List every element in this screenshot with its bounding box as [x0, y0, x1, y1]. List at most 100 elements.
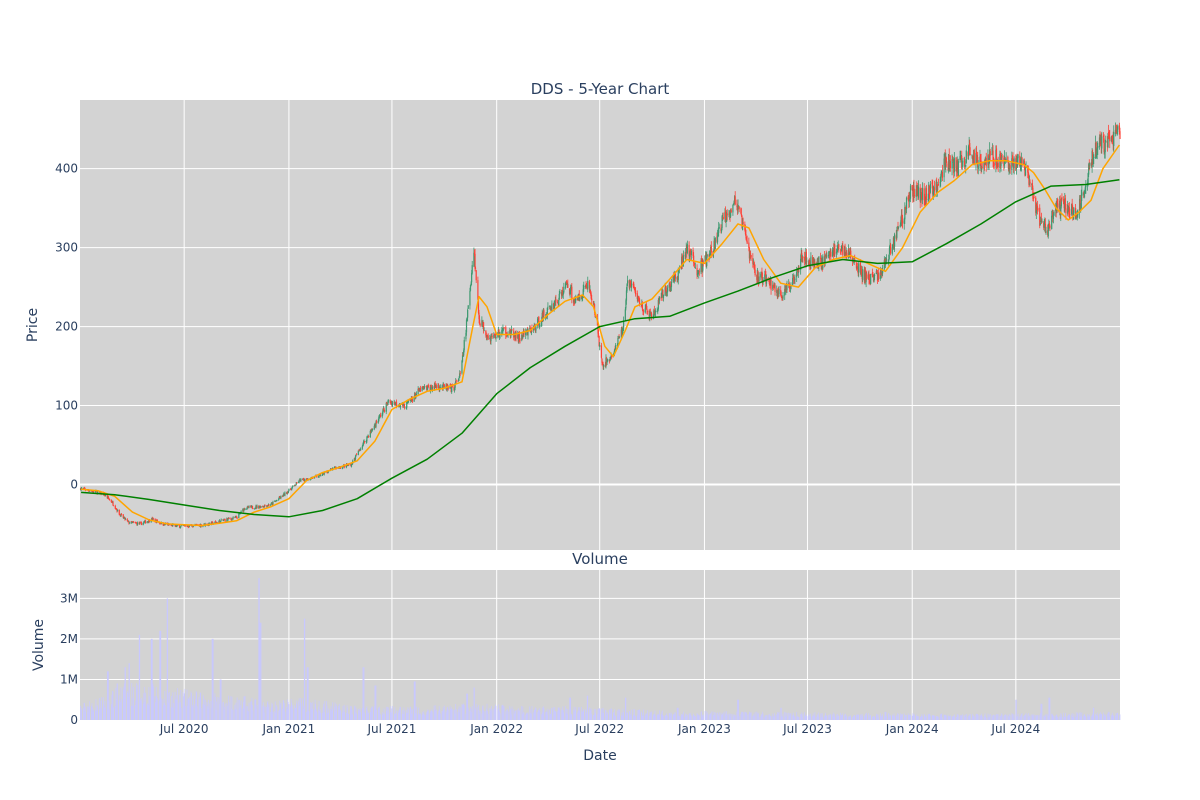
candle-body [357, 450, 359, 455]
volume-bar [691, 715, 692, 720]
candle-body [319, 473, 321, 476]
volume-bar [929, 714, 931, 720]
candle-body [623, 320, 625, 328]
volume-bar [196, 692, 198, 720]
volume-bar [101, 697, 102, 720]
volume-bar [184, 688, 186, 720]
volume-bar [254, 699, 256, 720]
volume-bar [685, 714, 687, 720]
volume-bar [121, 699, 122, 720]
candle-body [805, 251, 807, 263]
volume-bar [896, 715, 898, 720]
volume-bar [907, 713, 909, 720]
volume-bar [912, 713, 914, 720]
volume-bar [477, 707, 479, 720]
candle-body [515, 331, 517, 339]
volume-bar [598, 708, 599, 720]
candle-body [615, 345, 617, 350]
volume-bar [1040, 703, 1042, 720]
candle-body [298, 480, 300, 483]
volume-bar [482, 705, 484, 720]
candle-body [214, 521, 217, 523]
candle-body [350, 463, 353, 467]
candle-body [601, 358, 603, 363]
candle-body [835, 251, 838, 254]
volume-bar [521, 705, 523, 720]
volume-bar [339, 703, 340, 720]
candle-body [511, 329, 513, 331]
candle-body [134, 522, 136, 524]
volume-bar [768, 714, 770, 720]
volume-bar [561, 709, 563, 720]
candle-body [933, 187, 936, 192]
candle-body [264, 505, 266, 506]
candle-body [858, 263, 860, 273]
candle-body [613, 352, 615, 354]
candle-body [682, 255, 684, 266]
candle-body [1076, 215, 1078, 217]
volume-bar [525, 714, 527, 720]
volume-bar [853, 715, 855, 720]
volume-bar [644, 715, 646, 720]
volume-bar [173, 703, 174, 720]
candle-body [750, 254, 752, 258]
volume-bar [813, 716, 815, 720]
candle-body [364, 440, 366, 443]
candle-body [361, 446, 363, 449]
candle-body [292, 485, 294, 487]
volume-bar [1024, 715, 1025, 720]
candle-body [519, 339, 521, 341]
volume-bar [397, 710, 399, 720]
volume-bar [891, 714, 893, 720]
volume-bar [876, 713, 877, 720]
volume-bar [474, 709, 476, 720]
candle-body [757, 270, 759, 282]
volume-bar [619, 709, 620, 720]
volume-bar [338, 705, 339, 720]
volume-bar [881, 716, 883, 720]
volume-bar [697, 714, 698, 720]
volume-bar [433, 705, 435, 720]
candle-body [967, 146, 970, 157]
volume-bar [1073, 713, 1075, 720]
candle-body [884, 257, 887, 265]
volume-bar [195, 699, 196, 720]
volume-bar [648, 715, 650, 720]
volume-bar [115, 687, 117, 720]
candle-body [475, 268, 477, 270]
volume-bar [749, 711, 750, 720]
volume-bar [882, 714, 883, 720]
volume-bar [1061, 714, 1062, 720]
volume-bar [227, 710, 229, 720]
volume-bar [111, 694, 113, 720]
volume-bar [1095, 713, 1096, 720]
volume-bar [191, 706, 193, 720]
candle-body [969, 142, 971, 156]
volume-bar [310, 702, 311, 720]
volume-bar [705, 711, 707, 720]
volume-bar [332, 702, 334, 720]
volume-bar [972, 713, 973, 720]
volume-bar [750, 712, 752, 720]
volume-bar [216, 701, 217, 720]
volume-bar [639, 709, 640, 720]
volume-bar [969, 714, 971, 720]
volume-bar [402, 714, 404, 720]
volume-bar [693, 713, 694, 720]
candle-body [541, 320, 543, 327]
candle-body [975, 151, 978, 163]
volume-bar [1088, 715, 1090, 720]
volume-bar [234, 704, 236, 720]
volume-bar [266, 706, 268, 720]
volume-bar [318, 706, 319, 720]
date-axis-title: Date [583, 748, 616, 764]
volume-bar [223, 709, 225, 720]
volume-bar [126, 691, 128, 720]
volume-bar [732, 713, 734, 720]
candle-body [1113, 132, 1115, 147]
volume-bar [192, 695, 194, 720]
candle-body [665, 290, 667, 294]
volume-bar [550, 707, 552, 720]
candle-body [766, 278, 768, 280]
volume-bar [678, 715, 680, 720]
